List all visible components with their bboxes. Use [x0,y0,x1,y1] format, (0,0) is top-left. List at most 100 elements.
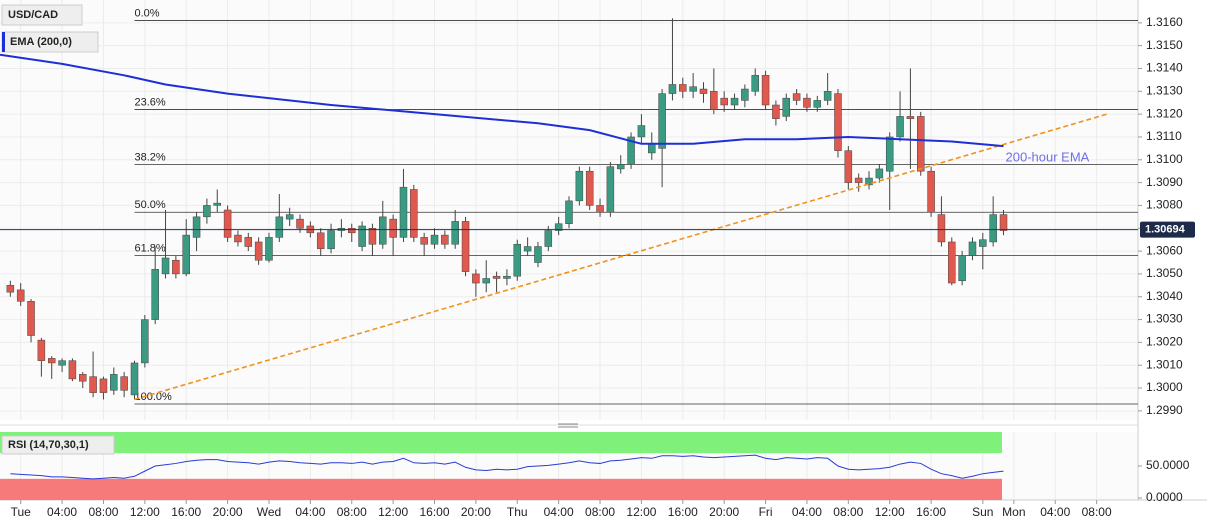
y-tick-label: 1.3060 [1146,243,1183,257]
candle-body [410,189,418,238]
candle-body [254,241,263,261]
x-tick-label: 04:00 [1040,505,1070,519]
x-tick-label: 16:00 [916,505,946,519]
candle-body [916,116,925,172]
candle-body [296,218,304,229]
x-tick-label: 12:00 [378,505,408,519]
candle-body [544,230,553,247]
candle-body [668,84,677,94]
candle-body [679,84,687,92]
overbought-band [0,432,1002,454]
y-tick-label: 1.3050 [1146,266,1183,280]
last-price-label: 1.30694 [1145,224,1186,236]
x-tick-label: 04:00 [47,505,77,519]
rsi-title: RSI (14,70,30,1) [8,439,89,451]
candle-body [6,285,15,293]
candle-body [120,376,128,391]
candle-body [461,221,470,272]
candle-body [823,91,832,101]
candle-body [616,164,625,170]
legend-box [1,4,83,26]
x-tick-label: 12:00 [130,505,160,519]
candle-body [751,75,759,92]
legend-entry: EMA (200,0) [10,36,72,48]
ema-annotation: 200-hour EMA [1006,150,1090,165]
candle-body [347,228,356,234]
candle-body [244,237,253,247]
y-tick-label: 1.3150 [1146,38,1183,52]
candle-body [606,166,615,213]
y-tick-label: 1.3130 [1146,83,1183,97]
candle-body [772,104,780,119]
x-tick-label: Thu [507,505,528,519]
candle-body [875,168,884,179]
candle-body [658,93,666,149]
y-tick-label: 1.3100 [1146,152,1183,166]
candle-body [968,241,977,256]
candle-body [948,241,956,284]
divider-handle[interactable] [558,423,578,428]
x-tick-label: 08:00 [585,505,615,519]
candle-body [865,177,873,186]
candle-body [596,205,604,213]
x-tick-label: Mon [1002,505,1025,519]
candle-body [637,125,646,138]
candle-body [358,225,366,247]
candle-body [741,88,749,101]
x-tick-label: Tue [11,505,32,519]
x-tick-label: 04:00 [544,505,574,519]
x-tick-label: 20:00 [461,505,491,519]
candle-body [275,216,284,238]
y-tick-label: 1.3110 [1146,129,1182,143]
y-tick-label: 1.3030 [1146,312,1183,326]
candle-body [379,216,387,245]
oversold-band [0,478,1002,500]
x-tick-label: 20:00 [213,505,243,519]
candle-body [565,200,573,224]
candle-body [234,234,242,243]
x-tick-label: 16:00 [668,505,698,519]
candle-body [316,232,325,250]
y-tick-label: 1.3020 [1146,335,1183,349]
candle-body [989,214,997,243]
candle-body [327,230,335,250]
x-tick-label: 16:00 [419,505,449,519]
candle-body [99,378,108,393]
candle-body [958,255,966,282]
x-tick-label: Fri [759,505,773,519]
y-tick-label: 1.3090 [1146,175,1183,189]
candle-body [110,374,118,391]
ema-line [0,53,1004,148]
y-tick-label: 1.2990 [1146,403,1183,417]
legend-box [1,435,115,455]
candle-body [37,339,46,361]
candle-body [844,150,853,183]
candle-body [534,246,542,263]
candle-body [937,214,946,243]
candle-body [151,269,159,320]
candle-body [834,93,842,151]
y-tick-label: 1.3040 [1146,289,1183,303]
y-tick-label: 1.3160 [1146,15,1183,29]
x-tick-label: 16:00 [171,505,201,519]
candle-body [689,86,697,92]
x-tick-label: 08:00 [88,505,118,519]
fib-label: 100.0% [134,391,172,403]
x-tick-label: 08:00 [337,505,367,519]
x-tick-label: Sun [972,505,993,519]
last-price-box [1140,221,1195,238]
x-tick-label: 08:00 [833,505,863,519]
candle-body [182,234,190,275]
candle-body [854,177,863,183]
candle-body [265,237,273,261]
candle-body [472,273,480,284]
candle-body [223,209,232,238]
y-tick-label: 0.0000 [1146,490,1183,504]
candle-body [803,97,811,108]
candle-body [720,97,728,106]
candle-body [927,170,935,213]
chart-title: USD/CAD [8,9,58,21]
candle-body [813,100,822,108]
candle-body [999,214,1008,231]
